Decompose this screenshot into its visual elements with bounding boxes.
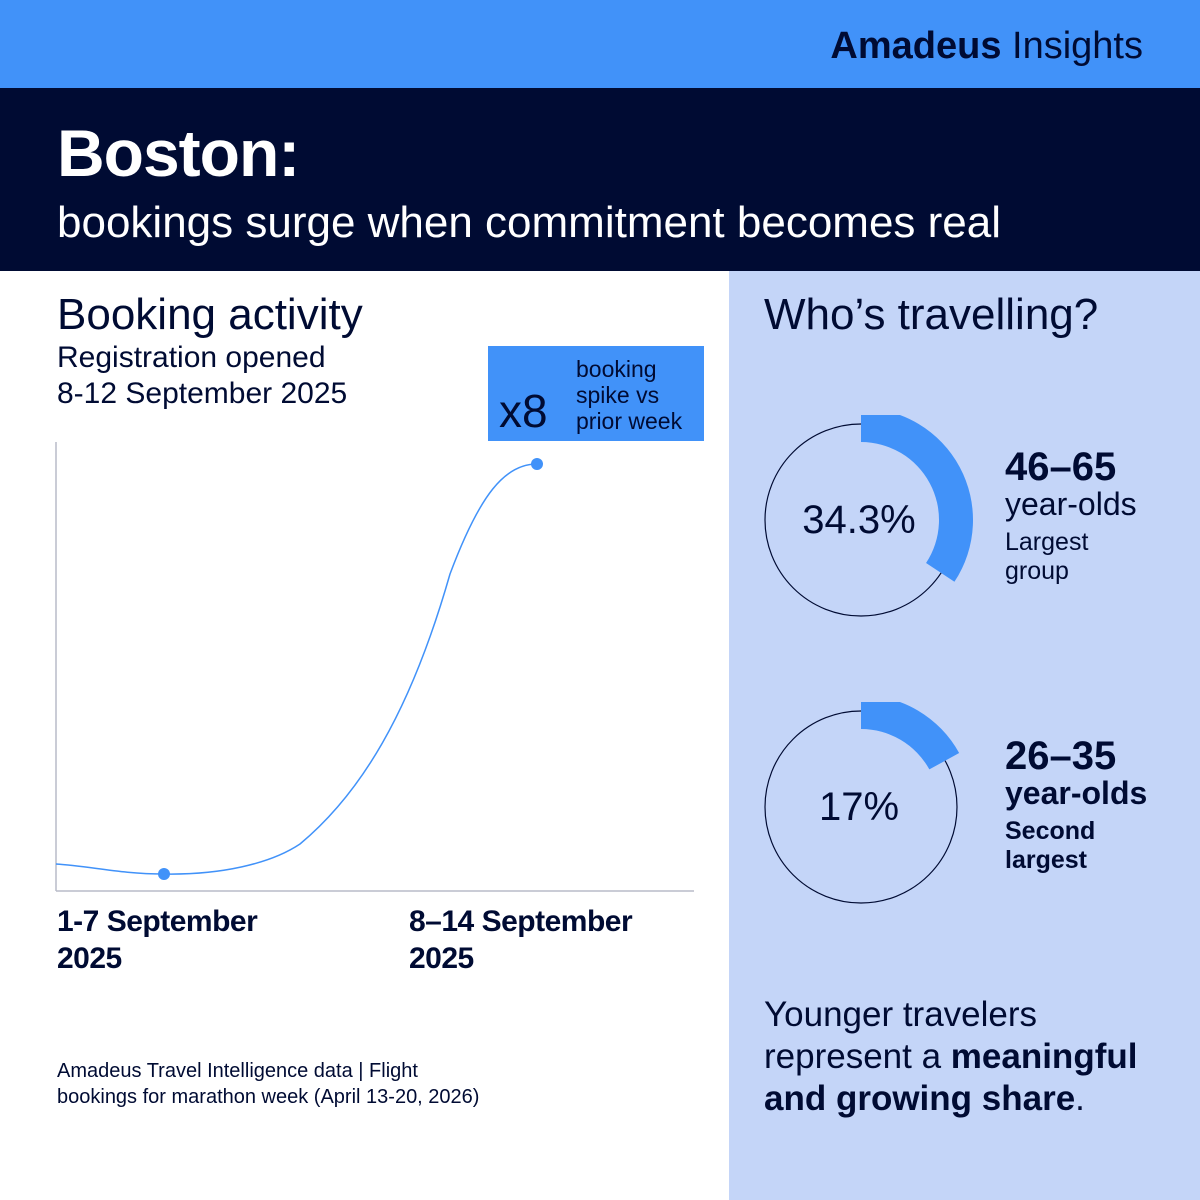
closing-line-3: and growing share. — [764, 1078, 1137, 1120]
brand-name-bold: Amadeus — [830, 25, 1002, 67]
donut-1-percent: 34.3% — [802, 497, 916, 542]
spike-callout: x8 booking spike vs prior week — [488, 346, 704, 441]
source-line-2: bookings for marathon week (April 13-20,… — [57, 1086, 480, 1108]
brand-logo: Amadeus Insights — [830, 24, 1143, 68]
brand-name-regular: Insights — [1001, 25, 1143, 67]
closing-line-2-bold: meaningful — [950, 1037, 1138, 1076]
page-subtitle: bookings surge when commitment becomes r… — [57, 198, 1002, 247]
booking-line-chart — [55, 442, 694, 892]
x-tick-label-2-line1: 8–14 September — [409, 905, 633, 938]
donut-chart-1: 34.3% — [764, 408, 984, 635]
callout-line-1: booking — [576, 356, 657, 382]
callout-multiplier: x8 — [499, 385, 548, 437]
closing-line-3-end: . — [1075, 1079, 1085, 1118]
group-1-note-line2: group — [1005, 557, 1069, 585]
group-2-age-range: 26–35 — [1005, 734, 1117, 778]
subtitle-line-2: 8-12 September 2025 — [57, 377, 348, 410]
group-1-age-range: 46–65 — [1005, 445, 1117, 489]
booking-activity-title: Booking activity — [57, 290, 363, 339]
closing-line-2: represent a meaningful — [764, 1036, 1137, 1078]
closing-line-2-regular: represent a — [764, 1037, 951, 1076]
donut-2-svg — [764, 695, 960, 904]
donut-1-arc — [861, 408, 973, 582]
group-2-note-line2: largest — [1005, 846, 1087, 874]
data-point-2 — [531, 458, 543, 470]
right-panel — [729, 271, 1200, 1200]
donut-chart-2: 17% — [764, 695, 984, 922]
group-2-note: Second largest — [1005, 817, 1095, 875]
who-travelling-title: Who’s travelling? — [764, 290, 1099, 339]
subtitle-line-1: Registration opened — [57, 341, 326, 374]
group-1-note-line1: Largest — [1005, 528, 1089, 556]
page-title: Boston: — [57, 116, 300, 190]
group-1-age-unit: year-olds — [1005, 486, 1137, 522]
source-line-1: Amadeus Travel Intelligence data | Fligh… — [57, 1060, 418, 1082]
donut-1-svg — [764, 408, 973, 617]
series-line — [55, 463, 538, 875]
x-tick-label-1: 1-7 September 2025 — [57, 903, 258, 977]
donut-2-percent: 17% — [818, 784, 900, 829]
x-tick-label-1-line2: 2025 — [57, 942, 122, 975]
callout-line-2: spike vs — [576, 382, 660, 408]
top-bar — [0, 0, 1200, 88]
x-tick-label-2: 8–14 September 2025 — [409, 903, 633, 977]
data-point-1 — [158, 868, 170, 880]
callout-text: booking spike vs prior week — [576, 356, 682, 434]
donut-2-arc — [861, 695, 960, 770]
group-1-note: Largest group — [1005, 528, 1088, 586]
booking-activity-subtitle: Registration opened 8-12 September 2025 — [57, 340, 347, 412]
group-2-age-unit: year-olds — [1005, 775, 1148, 811]
closing-statement: Younger travelers represent a meaningful… — [764, 994, 1137, 1120]
closing-line-1: Younger travelers — [764, 995, 1038, 1034]
header-banner — [0, 88, 1200, 271]
source-note: Amadeus Travel Intelligence data | Fligh… — [57, 1058, 479, 1110]
closing-line-3-bold: and growing share — [764, 1079, 1076, 1118]
group-2-note-line1: Second — [1005, 817, 1096, 845]
callout-line-3: prior week — [576, 408, 683, 434]
x-tick-label-1-line1: 1-7 September — [57, 905, 258, 938]
x-tick-label-2-line2: 2025 — [409, 942, 474, 975]
